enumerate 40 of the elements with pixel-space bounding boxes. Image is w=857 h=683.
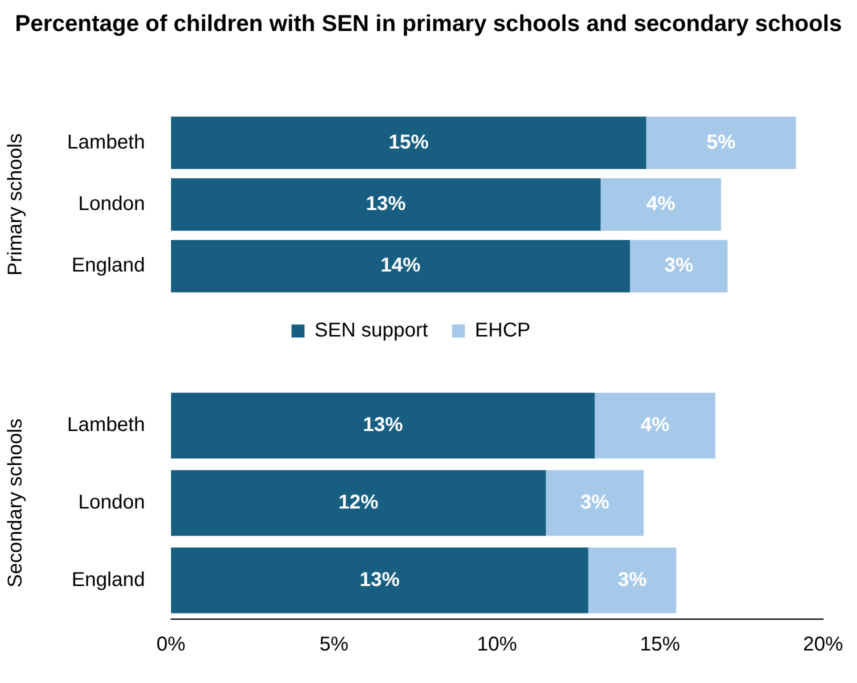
y-tick-label: England	[72, 254, 145, 277]
bar	[171, 547, 588, 614]
data-label: 5%	[706, 131, 736, 154]
y-tick-label: Lambeth	[67, 131, 145, 154]
y-tick-label: London	[78, 193, 145, 216]
data-label: 3%	[580, 492, 610, 514]
data-label: 12%	[338, 492, 379, 514]
x-tick-label: 15%	[640, 634, 680, 656]
data-label: 15%	[388, 131, 429, 154]
bar	[171, 470, 546, 536]
data-label: 4%	[640, 414, 670, 436]
data-label: 14%	[380, 254, 421, 277]
chart-title: Percentage of children with SEN in primary schools and secondary schools	[14, 9, 843, 38]
y-axis-title: Secondary schools	[4, 418, 27, 588]
y-tick-label: Lambeth	[67, 414, 145, 436]
bar	[171, 116, 646, 170]
x-tick-label: 20%	[802, 634, 844, 656]
bar	[594, 392, 716, 459]
x-tick-label: 10%	[476, 634, 518, 656]
data-label: 3%	[618, 568, 647, 591]
legend-label: SEN support	[314, 320, 428, 342]
legend-label: EHCP	[474, 320, 530, 342]
bar	[171, 392, 595, 459]
data-label: 3%	[664, 254, 694, 277]
y-axis-title: Primary schools	[4, 133, 27, 276]
bar	[171, 178, 601, 231]
data-label: 13%	[366, 193, 406, 216]
bar	[171, 240, 630, 292]
bar	[646, 116, 796, 170]
bar	[588, 547, 676, 614]
x-tick-label: 5%	[320, 634, 349, 656]
x-tick-label: 0%	[156, 634, 186, 656]
bar	[546, 470, 644, 536]
y-tick-label: London	[78, 492, 145, 514]
bar	[600, 178, 722, 231]
bar	[630, 240, 728, 292]
data-label: 4%	[646, 193, 676, 216]
data-label: 13%	[362, 414, 404, 436]
data-label: 13%	[360, 568, 400, 591]
y-tick-label: England	[72, 568, 145, 591]
